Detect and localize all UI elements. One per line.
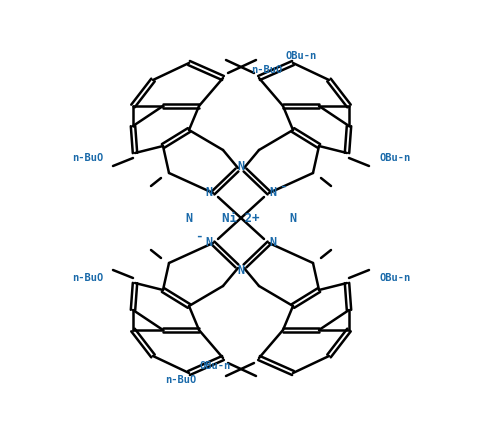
- Text: -: -: [195, 229, 203, 243]
- Text: N: N: [205, 236, 213, 249]
- Text: N: N: [270, 186, 277, 199]
- Text: n-BuO: n-BuO: [165, 375, 196, 385]
- Text: OBu-n: OBu-n: [379, 153, 410, 163]
- Text: n-BuO: n-BuO: [72, 273, 103, 283]
- Text: N: N: [238, 160, 244, 173]
- Text: n-BuO: n-BuO: [251, 65, 282, 75]
- Text: -: -: [279, 180, 287, 193]
- Text: OBu-n: OBu-n: [379, 273, 410, 283]
- Text: N: N: [185, 211, 193, 224]
- Text: n-BuO: n-BuO: [72, 153, 103, 163]
- Text: OBu-n: OBu-n: [286, 51, 317, 61]
- Text: Ni 2+: Ni 2+: [222, 211, 260, 224]
- Text: N: N: [289, 211, 297, 224]
- Text: N: N: [238, 263, 244, 277]
- Text: N: N: [270, 236, 277, 249]
- Text: OBu-n: OBu-n: [200, 361, 231, 371]
- Text: N: N: [205, 186, 213, 199]
